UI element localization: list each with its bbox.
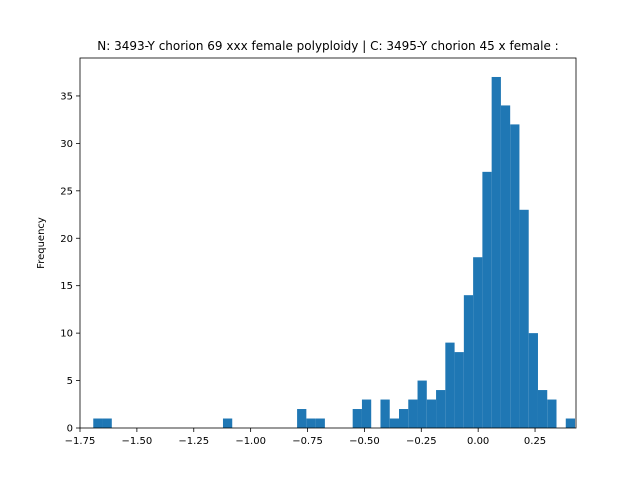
histogram-bar: [519, 209, 529, 428]
histogram-bar: [473, 257, 483, 428]
histogram-bar: [565, 418, 576, 428]
histogram-bar: [399, 409, 409, 428]
chart-title: N: 3493-Y chorion 69 xxx female polyploi…: [97, 39, 558, 53]
y-axis: 0 5 10 15 20 25 30 35: [60, 91, 80, 435]
y-tick-label: 10: [60, 329, 73, 340]
histogram-bar: [315, 418, 325, 428]
y-tick-label: 35: [60, 91, 73, 102]
y-tick-label: 25: [60, 186, 73, 197]
histogram-bar: [408, 399, 418, 428]
y-axis-label: Frequency: [36, 217, 47, 269]
y-tick-label: 5: [67, 376, 73, 387]
x-tick-label: −1.50: [122, 436, 153, 447]
histogram-bar: [500, 105, 511, 428]
histogram-bar: [491, 76, 501, 428]
histogram-bar: [528, 333, 538, 428]
y-tick-label: 0: [67, 424, 73, 435]
x-tick-label: −1.75: [65, 436, 96, 447]
histogram-bar: [306, 418, 316, 428]
x-tick-label: −1.25: [178, 436, 209, 447]
x-axis: −1.75 −1.50 −1.25 −1.00 −0.75 −0.50 −0.25 0.00 0…: [65, 428, 546, 447]
x-tick-label: 0.00: [467, 436, 489, 447]
histogram-bar: [389, 418, 400, 428]
y-tick-label: 30: [60, 139, 73, 150]
histogram-bar: [297, 409, 307, 428]
histogram-bar: [454, 352, 464, 428]
histogram-bar: [463, 295, 474, 428]
x-tick-label: −0.25: [406, 436, 437, 447]
histogram-bar: [547, 399, 557, 428]
histogram-bar: [417, 380, 427, 428]
x-tick-label: −0.50: [349, 436, 380, 447]
x-tick-label: −1.00: [235, 436, 266, 447]
x-tick-label: 0.25: [524, 436, 546, 447]
histogram-bar: [482, 171, 492, 428]
histogram-bar: [510, 124, 520, 429]
histogram-bar: [436, 390, 446, 428]
histogram-bar: [426, 399, 437, 428]
histogram-bar: [93, 418, 103, 428]
y-tick-label: 20: [60, 234, 73, 245]
histogram-bar: [380, 399, 390, 428]
histogram-bar: [222, 418, 233, 428]
bars-layer: [93, 76, 576, 429]
plot-frame: [79, 57, 577, 429]
y-tick-label: 15: [60, 281, 73, 292]
histogram-bar: [352, 409, 362, 428]
histogram-bar: [361, 399, 372, 428]
histogram-bar: [537, 390, 548, 428]
x-tick-label: −0.75: [292, 436, 323, 447]
histogram-bar: [102, 418, 112, 428]
histogram-bar: [445, 342, 455, 428]
